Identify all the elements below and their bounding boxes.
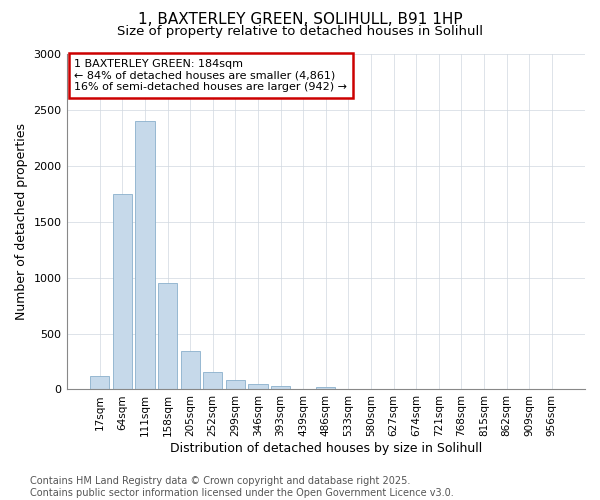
Bar <box>248 384 268 390</box>
X-axis label: Distribution of detached houses by size in Solihull: Distribution of detached houses by size … <box>170 442 482 455</box>
Bar <box>339 389 358 390</box>
Bar <box>113 194 132 390</box>
Text: 1, BAXTERLEY GREEN, SOLIHULL, B91 1HP: 1, BAXTERLEY GREEN, SOLIHULL, B91 1HP <box>137 12 463 28</box>
Bar <box>181 352 200 390</box>
Text: Contains HM Land Registry data © Crown copyright and database right 2025.
Contai: Contains HM Land Registry data © Crown c… <box>30 476 454 498</box>
Bar <box>136 121 155 390</box>
Text: 1 BAXTERLEY GREEN: 184sqm
← 84% of detached houses are smaller (4,861)
16% of se: 1 BAXTERLEY GREEN: 184sqm ← 84% of detac… <box>74 59 347 92</box>
Bar <box>271 386 290 390</box>
Bar <box>158 283 177 390</box>
Bar <box>226 380 245 390</box>
Bar <box>90 376 109 390</box>
Bar <box>316 387 335 390</box>
Text: Size of property relative to detached houses in Solihull: Size of property relative to detached ho… <box>117 25 483 38</box>
Y-axis label: Number of detached properties: Number of detached properties <box>15 123 28 320</box>
Bar <box>203 372 223 390</box>
